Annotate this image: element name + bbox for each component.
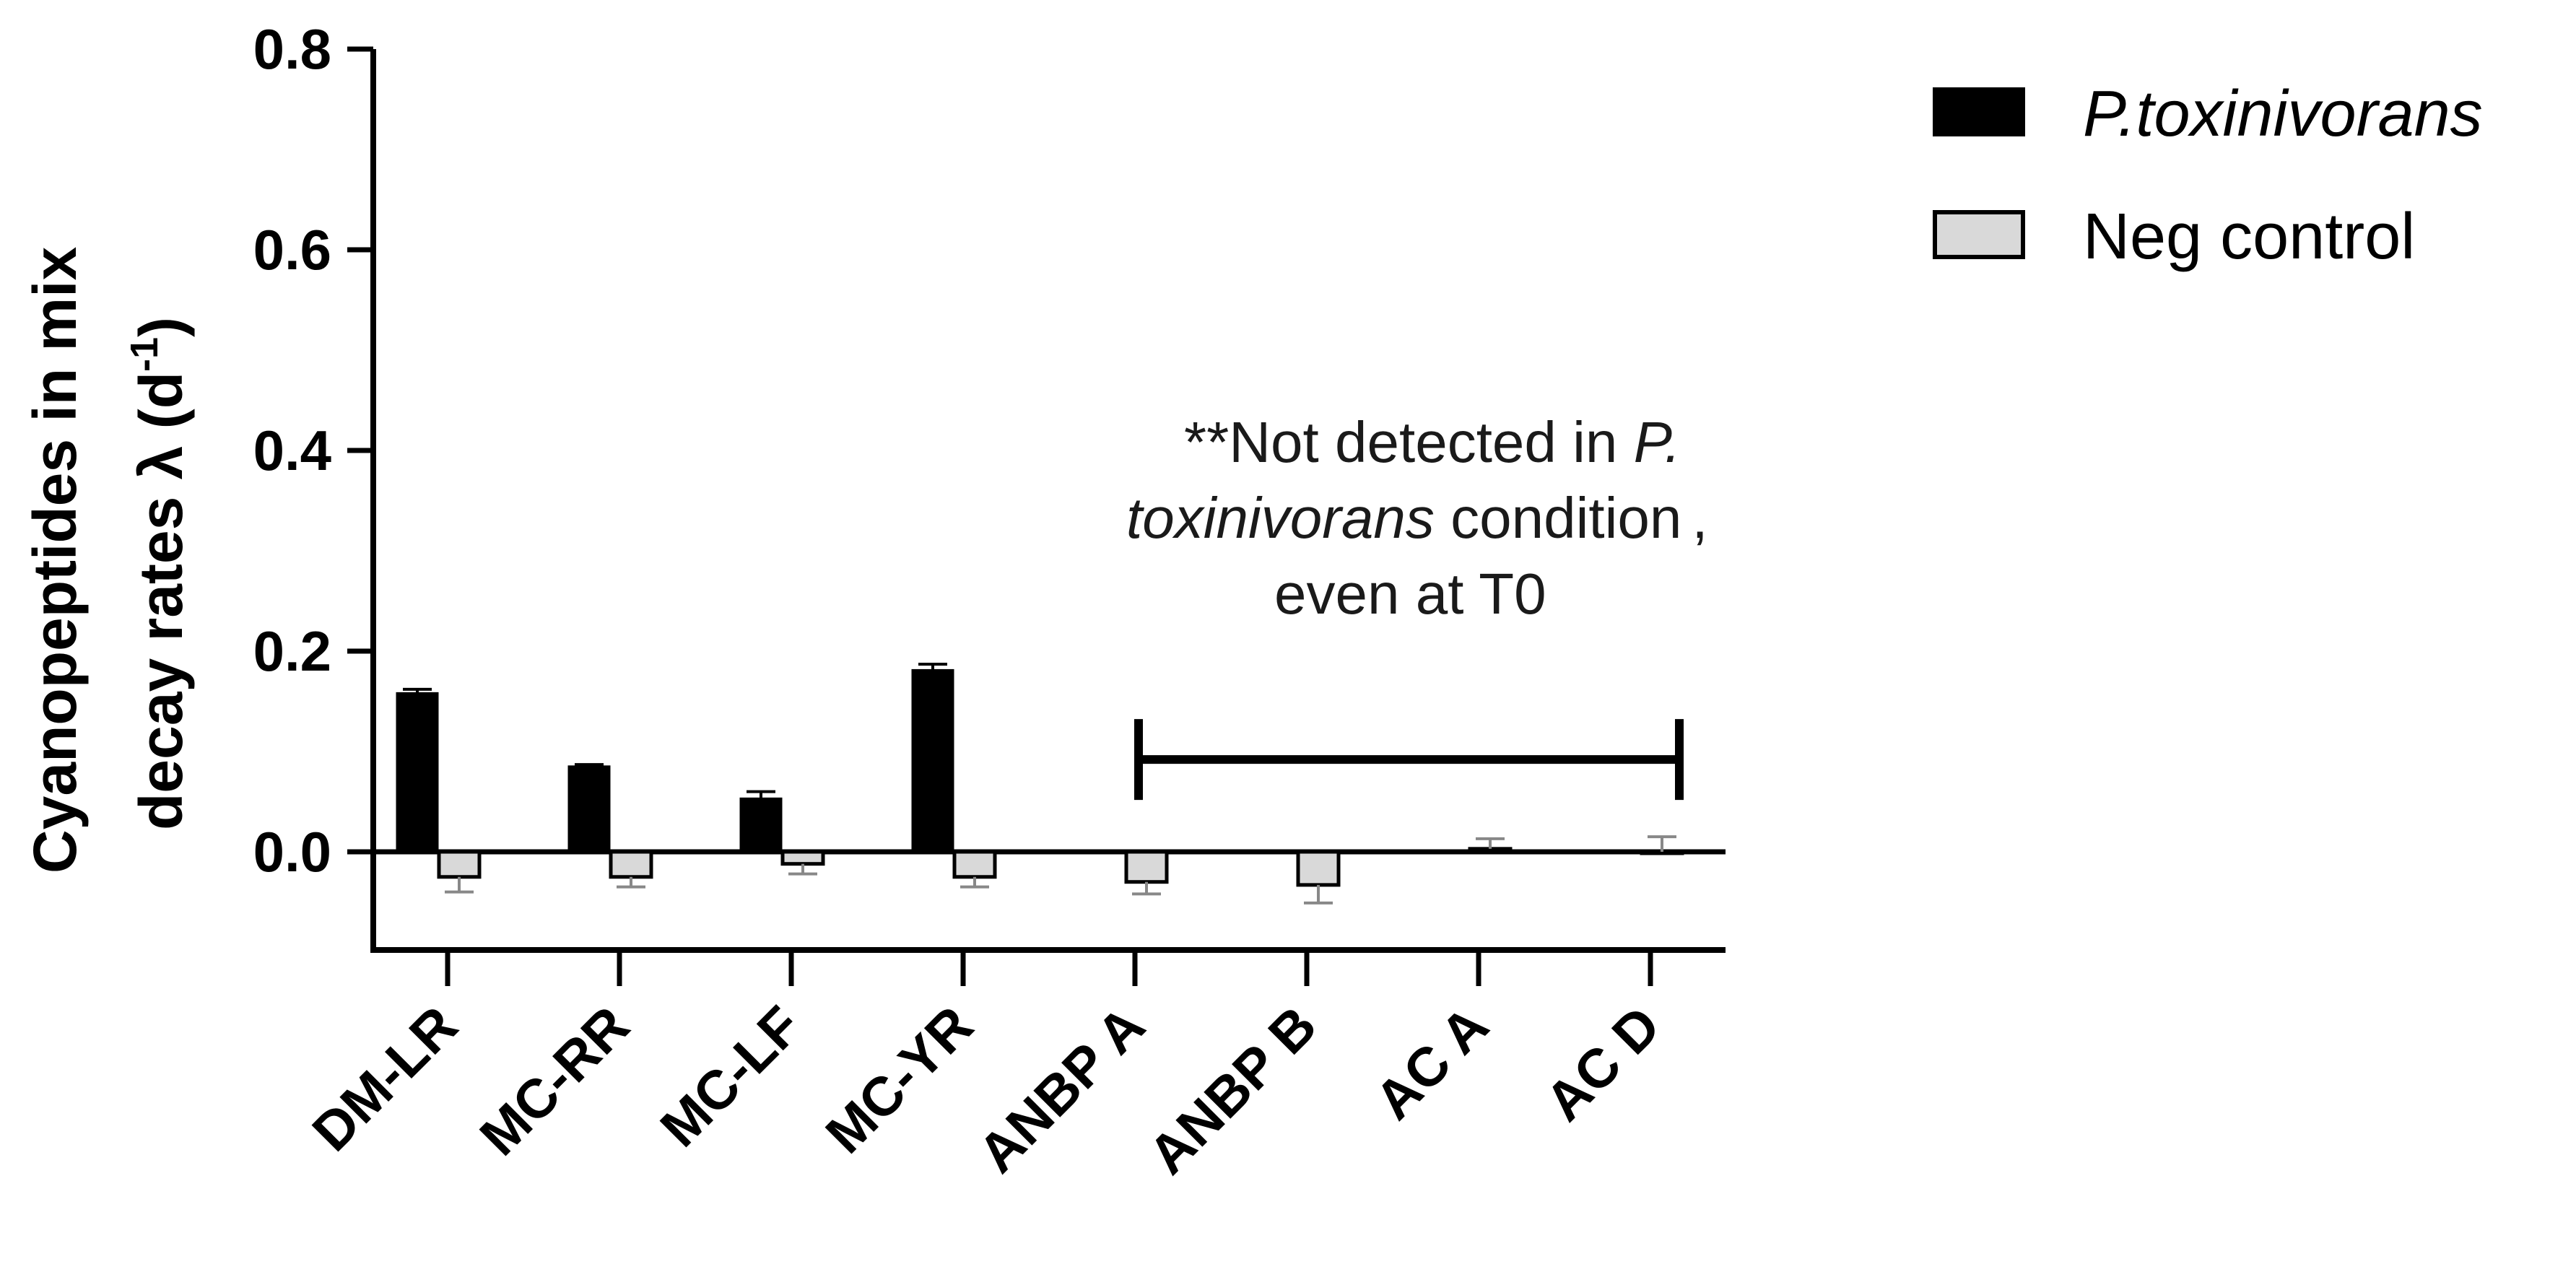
legend-label-neg-control: Neg control — [2083, 201, 2415, 273]
x-tick-label: MC-LF — [649, 995, 813, 1159]
y-tick-label: 0.8 — [253, 17, 331, 81]
annotation-prefix: **Not detected in — [1184, 410, 1634, 474]
bar-neg-control — [1124, 850, 1169, 884]
y-axis-label-line2: decay rates λ (d — [127, 372, 195, 830]
error-bars — [403, 663, 1676, 905]
bar-neg-control — [952, 850, 997, 879]
x-tick-label: DM-LR — [301, 995, 469, 1163]
bar-toxinivorans — [567, 765, 611, 853]
x-tick-label: MC-RR — [469, 995, 641, 1167]
bar-neg-control — [437, 850, 482, 879]
annotation-italic-a: P. — [1634, 410, 1681, 474]
bar-neg-control — [780, 850, 825, 866]
bar-toxinivorans — [911, 668, 954, 853]
bar-toxinivorans — [739, 797, 783, 853]
bar-neg-control — [1296, 850, 1341, 887]
annotation-rest-b: condition — [1435, 486, 1681, 550]
x-tick-label: AC A — [1364, 995, 1500, 1131]
annotation-italic-b: toxinivorans — [1126, 486, 1435, 550]
y-axis-label-superscript: -1 — [123, 337, 166, 372]
x-tick-label: AC D — [1534, 995, 1672, 1133]
y-tick-label: 0.6 — [253, 218, 331, 282]
annotation-line1: **Not detected in P. — [1184, 410, 1681, 474]
y-ticks: 0.0 0.2 0.4 0.6 0.8 — [253, 17, 373, 884]
annotation: **Not detected in P. toxinivorans condit… — [1126, 410, 1708, 801]
y-axis-label: Cyanopeptides in mix — [21, 247, 89, 873]
y-axis-label-line1: Cyanopeptides in mix — [21, 247, 89, 873]
legend: P.toxinivorans Neg control — [1933, 78, 2483, 273]
y-axis-label-close: ) — [127, 317, 195, 337]
y-axis-label-second: decay rates λ (d-1) — [123, 317, 195, 830]
annotation-comma: , — [1692, 486, 1707, 550]
y-tick-label: 0.2 — [253, 619, 331, 683]
bar-toxinivorans — [396, 692, 439, 853]
bar-neg-control — [1468, 847, 1513, 854]
bar-neg-control — [1640, 850, 1684, 855]
annotation-line3-text: even at T0 — [1274, 562, 1546, 626]
annotation-bracket — [1134, 719, 1684, 801]
bars — [396, 668, 1684, 887]
x-tick-label: ANBP A — [967, 995, 1157, 1185]
y-tick-label: 0.4 — [253, 419, 331, 482]
x-tick-label: MC-YR — [814, 995, 985, 1165]
annotation-line3: even at T0 — [1274, 562, 1546, 626]
annotation-line2: toxinivorans condition, — [1126, 486, 1708, 550]
y-tick-label: 0.0 — [253, 820, 331, 884]
legend-swatch-neg-control — [1933, 210, 2025, 259]
x-tick-label: ANBP B — [1137, 995, 1328, 1186]
legend-swatch-toxinivorans — [1933, 87, 2025, 136]
bar-neg-control — [609, 850, 653, 879]
legend-label-toxinivorans: P.toxinivorans — [2083, 78, 2483, 150]
